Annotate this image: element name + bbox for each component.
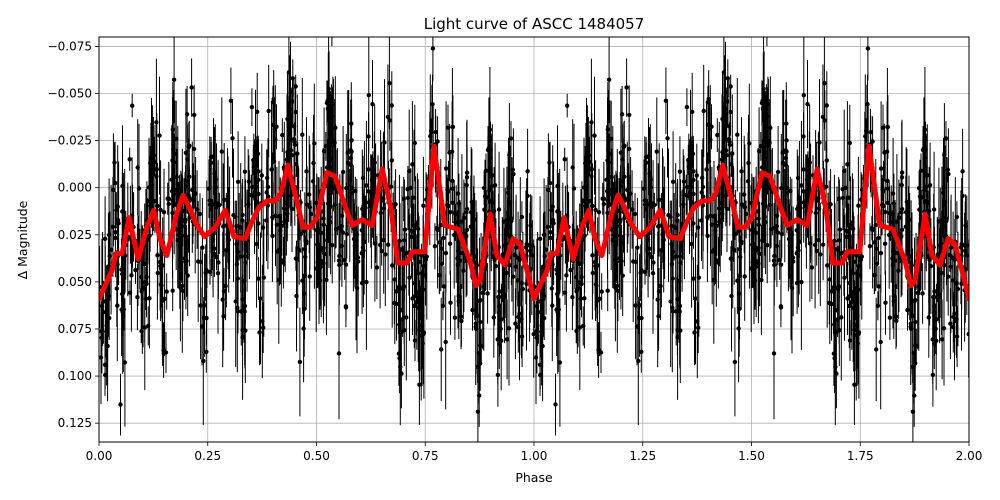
x-axis-label: Phase (515, 470, 553, 485)
x-tick-label: 1.00 (521, 449, 548, 463)
y-tick-label: −0.025 (48, 134, 92, 148)
x-tick-label: 0.50 (303, 449, 330, 463)
y-tick-label: 0.050 (58, 275, 92, 289)
x-tick-label: 2.00 (956, 449, 983, 463)
x-tick-label: 1.25 (629, 449, 656, 463)
x-tick-label: 0.25 (194, 449, 221, 463)
y-axis-label: Δ Magnitude (15, 200, 30, 279)
x-axis-ticks: 0.00 0.25 0.50 0.75 1.00 1.25 1.50 1.75 2.00 (86, 442, 983, 463)
y-tick-label: −0.075 (48, 39, 92, 53)
y-tick-label: 0.125 (58, 416, 92, 430)
x-tick-label: 0.75 (412, 449, 439, 463)
model-curve (99, 143, 969, 302)
y-tick-label: −0.050 (48, 87, 92, 101)
x-tick-label: 1.50 (738, 449, 765, 463)
chart-title: Light curve of ASCC 1484057 (424, 15, 645, 33)
y-tick-label: 0.000 (58, 181, 92, 195)
y-axis-ticks: −0.075 −0.050 −0.025 0.000 0.025 0.050 0.075 0.… (48, 39, 99, 430)
x-tick-label: 0.00 (86, 449, 113, 463)
x-tick-label: 1.75 (847, 449, 874, 463)
y-tick-label: 0.075 (58, 322, 92, 336)
y-tick-label: 0.100 (58, 369, 92, 383)
y-tick-label: 0.025 (58, 228, 92, 242)
